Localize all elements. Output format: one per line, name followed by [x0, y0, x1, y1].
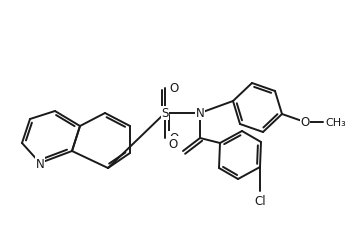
Text: N: N [196, 107, 204, 120]
Text: CH₃: CH₃ [325, 118, 346, 128]
Text: O: O [300, 116, 310, 129]
Text: N: N [36, 157, 44, 170]
Text: S: S [161, 107, 169, 120]
Text: Cl: Cl [254, 194, 266, 207]
Text: O: O [169, 132, 178, 145]
Text: O: O [169, 82, 178, 95]
Text: O: O [169, 137, 178, 150]
